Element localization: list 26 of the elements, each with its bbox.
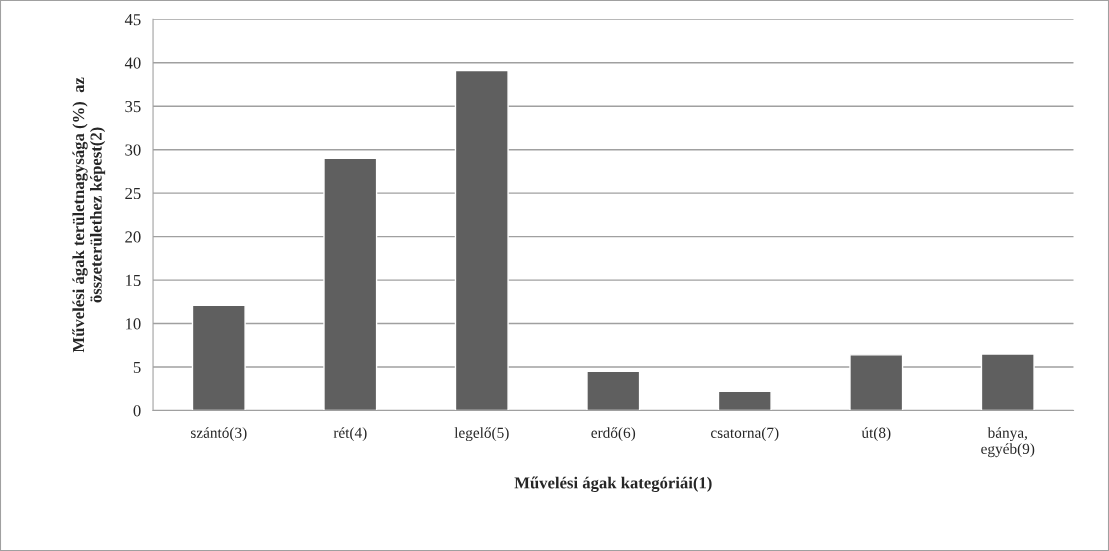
bar: [849, 354, 904, 411]
y-tick-label: 15: [126, 274, 141, 287]
x-tick-label: rét(4): [333, 427, 367, 442]
y-tick-label: 0: [133, 405, 141, 417]
x-tick-label: szántó(3): [191, 427, 247, 442]
y-tick-label: 30: [125, 144, 141, 156]
y-tick-label: 45: [124, 14, 141, 26]
y-axis-title: Művelési ágak területnagysága (%) az összeterülethez képest(2): [72, 77, 106, 353]
x-tick-label: legelő(5): [454, 427, 509, 442]
x-tick-label: út(8): [861, 427, 891, 442]
y-tick-label: 10: [126, 318, 141, 330]
y-tick-label: 40: [124, 57, 141, 69]
bar: [191, 304, 246, 411]
y-tick-label: 20: [125, 231, 141, 243]
y-tick-label: 35: [125, 100, 141, 113]
y-tick-label: 25: [125, 187, 141, 200]
x-tick-label: csatorna(7): [711, 427, 779, 442]
bar: [717, 390, 772, 411]
bar: [323, 157, 378, 411]
bar: [454, 69, 509, 411]
y-tick-label: 5: [133, 361, 141, 373]
x-axis-title: Művelési ágak kategóriái(1): [514, 476, 712, 492]
x-tick-label: erdő(6): [591, 427, 636, 442]
bar: [586, 370, 641, 411]
x-tick-label: bánya, egyéb(9): [981, 427, 1035, 458]
bar: [980, 353, 1035, 411]
